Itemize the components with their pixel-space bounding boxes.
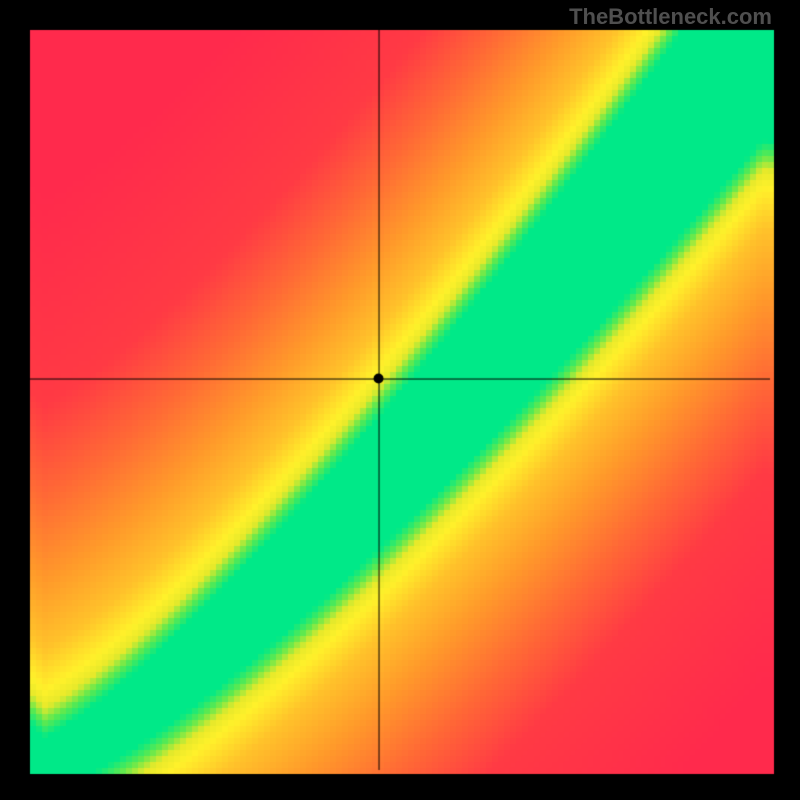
watermark-text: TheBottleneck.com bbox=[569, 4, 772, 30]
heatmap-canvas bbox=[0, 0, 800, 800]
chart-container: TheBottleneck.com bbox=[0, 0, 800, 800]
